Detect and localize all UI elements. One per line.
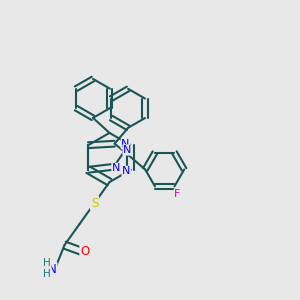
Text: S: S [91, 196, 98, 210]
Text: O: O [80, 244, 89, 258]
Text: N: N [112, 163, 120, 173]
Text: H: H [43, 268, 51, 279]
Text: N: N [121, 139, 130, 149]
Text: F: F [174, 189, 181, 199]
Text: N: N [48, 262, 57, 276]
Text: N: N [122, 166, 130, 176]
Text: N: N [123, 145, 131, 155]
Text: H: H [43, 258, 51, 268]
